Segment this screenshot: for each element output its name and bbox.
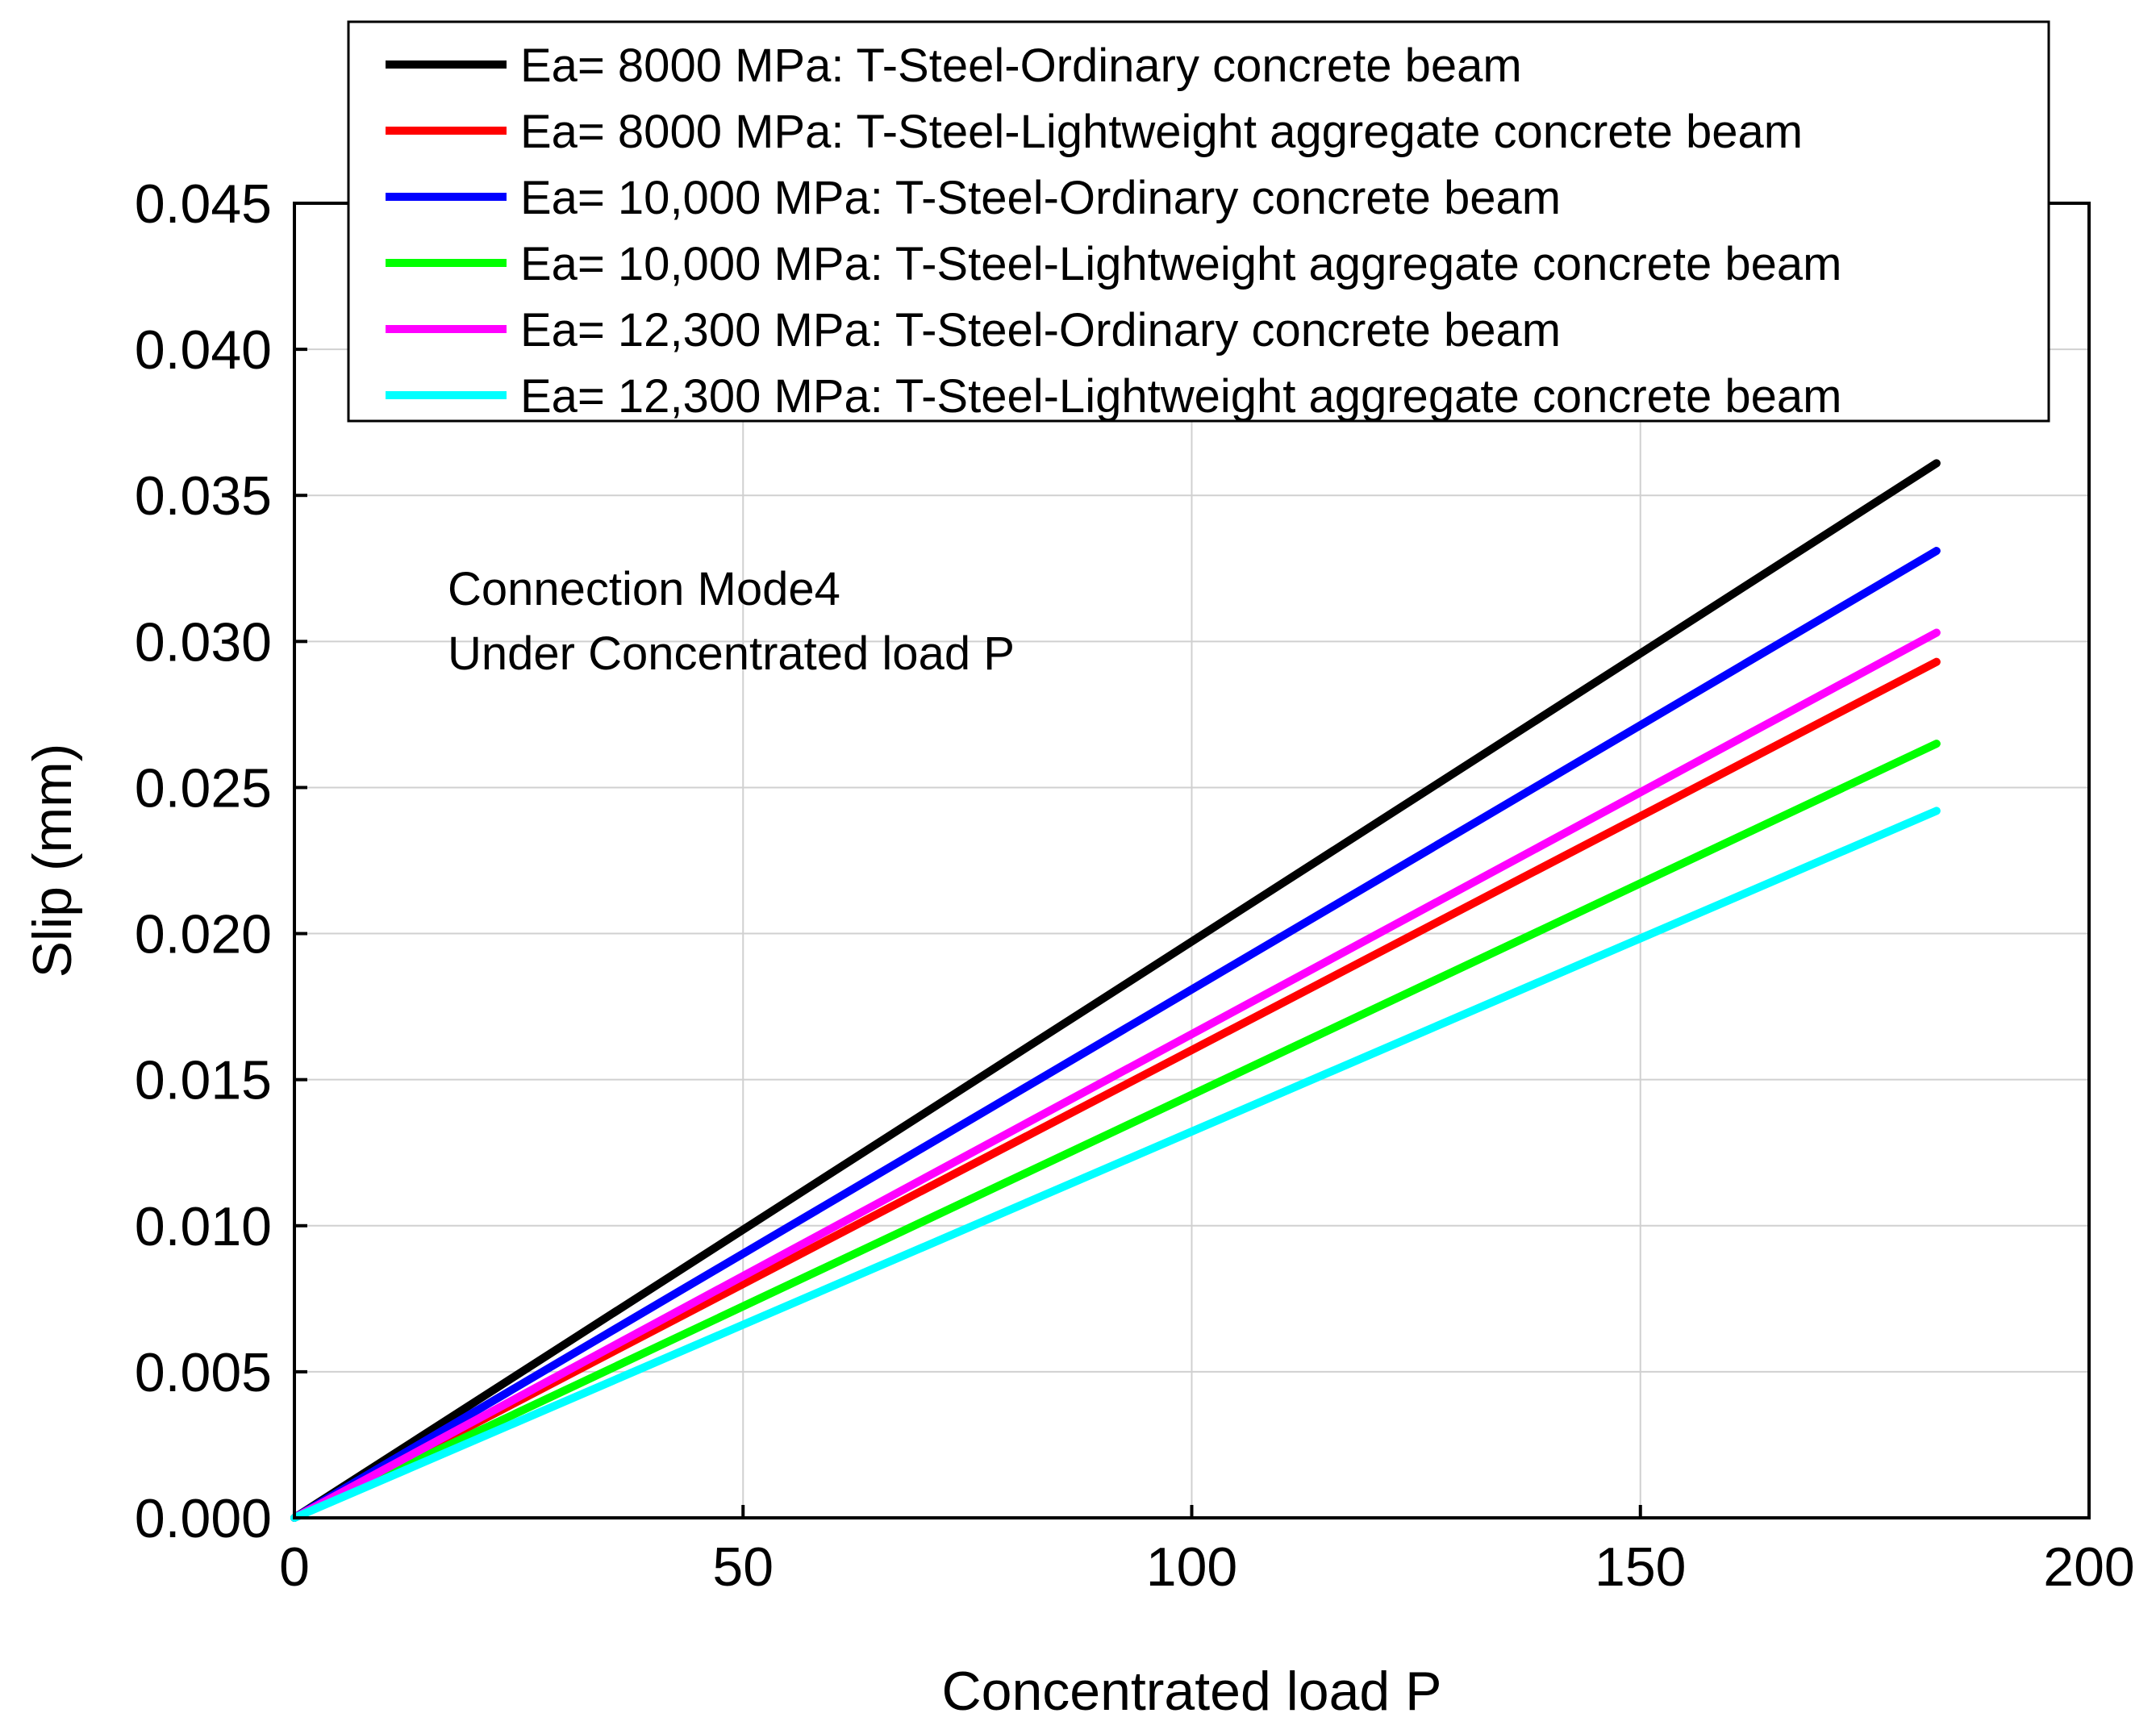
legend-entry: Ea= 8000 MPa: T-Steel-Lightweight aggreg… bbox=[520, 106, 1803, 158]
y-tick-label: 0.030 bbox=[135, 611, 272, 673]
y-tick-label: 0.045 bbox=[135, 173, 272, 235]
series-line bbox=[290, 807, 1941, 1522]
legend-entry: Ea= 12,300 MPa: T-Steel-Lightweight aggr… bbox=[520, 370, 1841, 423]
series-line bbox=[290, 459, 1941, 1522]
legend-entry: Ea= 10,000 MPa: T-Steel-Ordinary concret… bbox=[520, 172, 1561, 224]
x-tick-label: 150 bbox=[1595, 1536, 1686, 1598]
x-tick-label: 50 bbox=[712, 1536, 774, 1598]
legend-entry: Ea= 8000 MPa: T-Steel-Ordinary concrete … bbox=[520, 40, 1522, 92]
y-axis-ticks: 0.000 0.005 0.010 0.015 0.020 0.025 0.030 0.035… bbox=[135, 173, 307, 1549]
x-tick-label: 0 bbox=[279, 1536, 310, 1598]
annotation: Connection Mode4 Under Concentrated load… bbox=[448, 563, 1015, 680]
legend-entry: Ea= 12,300 MPa: T-Steel-Ordinary concret… bbox=[520, 304, 1561, 356]
series-line bbox=[290, 740, 1941, 1522]
y-tick-label: 0.010 bbox=[135, 1196, 272, 1257]
legend-entry: Ea= 10,000 MPa: T-Steel-Lightweight aggr… bbox=[520, 238, 1841, 290]
y-tick-label: 0.040 bbox=[135, 319, 272, 381]
x-axis-title: Concentrated load P bbox=[942, 1661, 1442, 1722]
y-tick-label: 0.005 bbox=[135, 1342, 272, 1403]
legend-box bbox=[347, 20, 2050, 423]
series-line bbox=[290, 547, 1941, 1522]
x-axis-ticks: 0 50 100 150 200 bbox=[279, 1505, 2135, 1598]
y-tick-label: 0.025 bbox=[135, 757, 272, 819]
x-tick-label: 200 bbox=[2043, 1536, 2134, 1598]
series-line bbox=[290, 657, 1941, 1522]
y-tick-label: 0.020 bbox=[135, 904, 272, 965]
x-tick-label: 100 bbox=[1146, 1536, 1237, 1598]
y-tick-label: 0.015 bbox=[135, 1050, 272, 1111]
series-lines bbox=[290, 459, 1941, 1522]
legend: Ea= 8000 MPa: T-Steel-Ordinary concrete … bbox=[347, 20, 2050, 423]
annotation-line-2: Under Concentrated load P bbox=[448, 627, 1015, 680]
series-line bbox=[290, 628, 1941, 1522]
y-axis-title: Slip (mm) bbox=[22, 744, 83, 978]
y-tick-label: 0.000 bbox=[135, 1488, 272, 1549]
annotation-line-1: Connection Mode4 bbox=[448, 563, 840, 615]
y-tick-label: 0.035 bbox=[135, 465, 272, 527]
